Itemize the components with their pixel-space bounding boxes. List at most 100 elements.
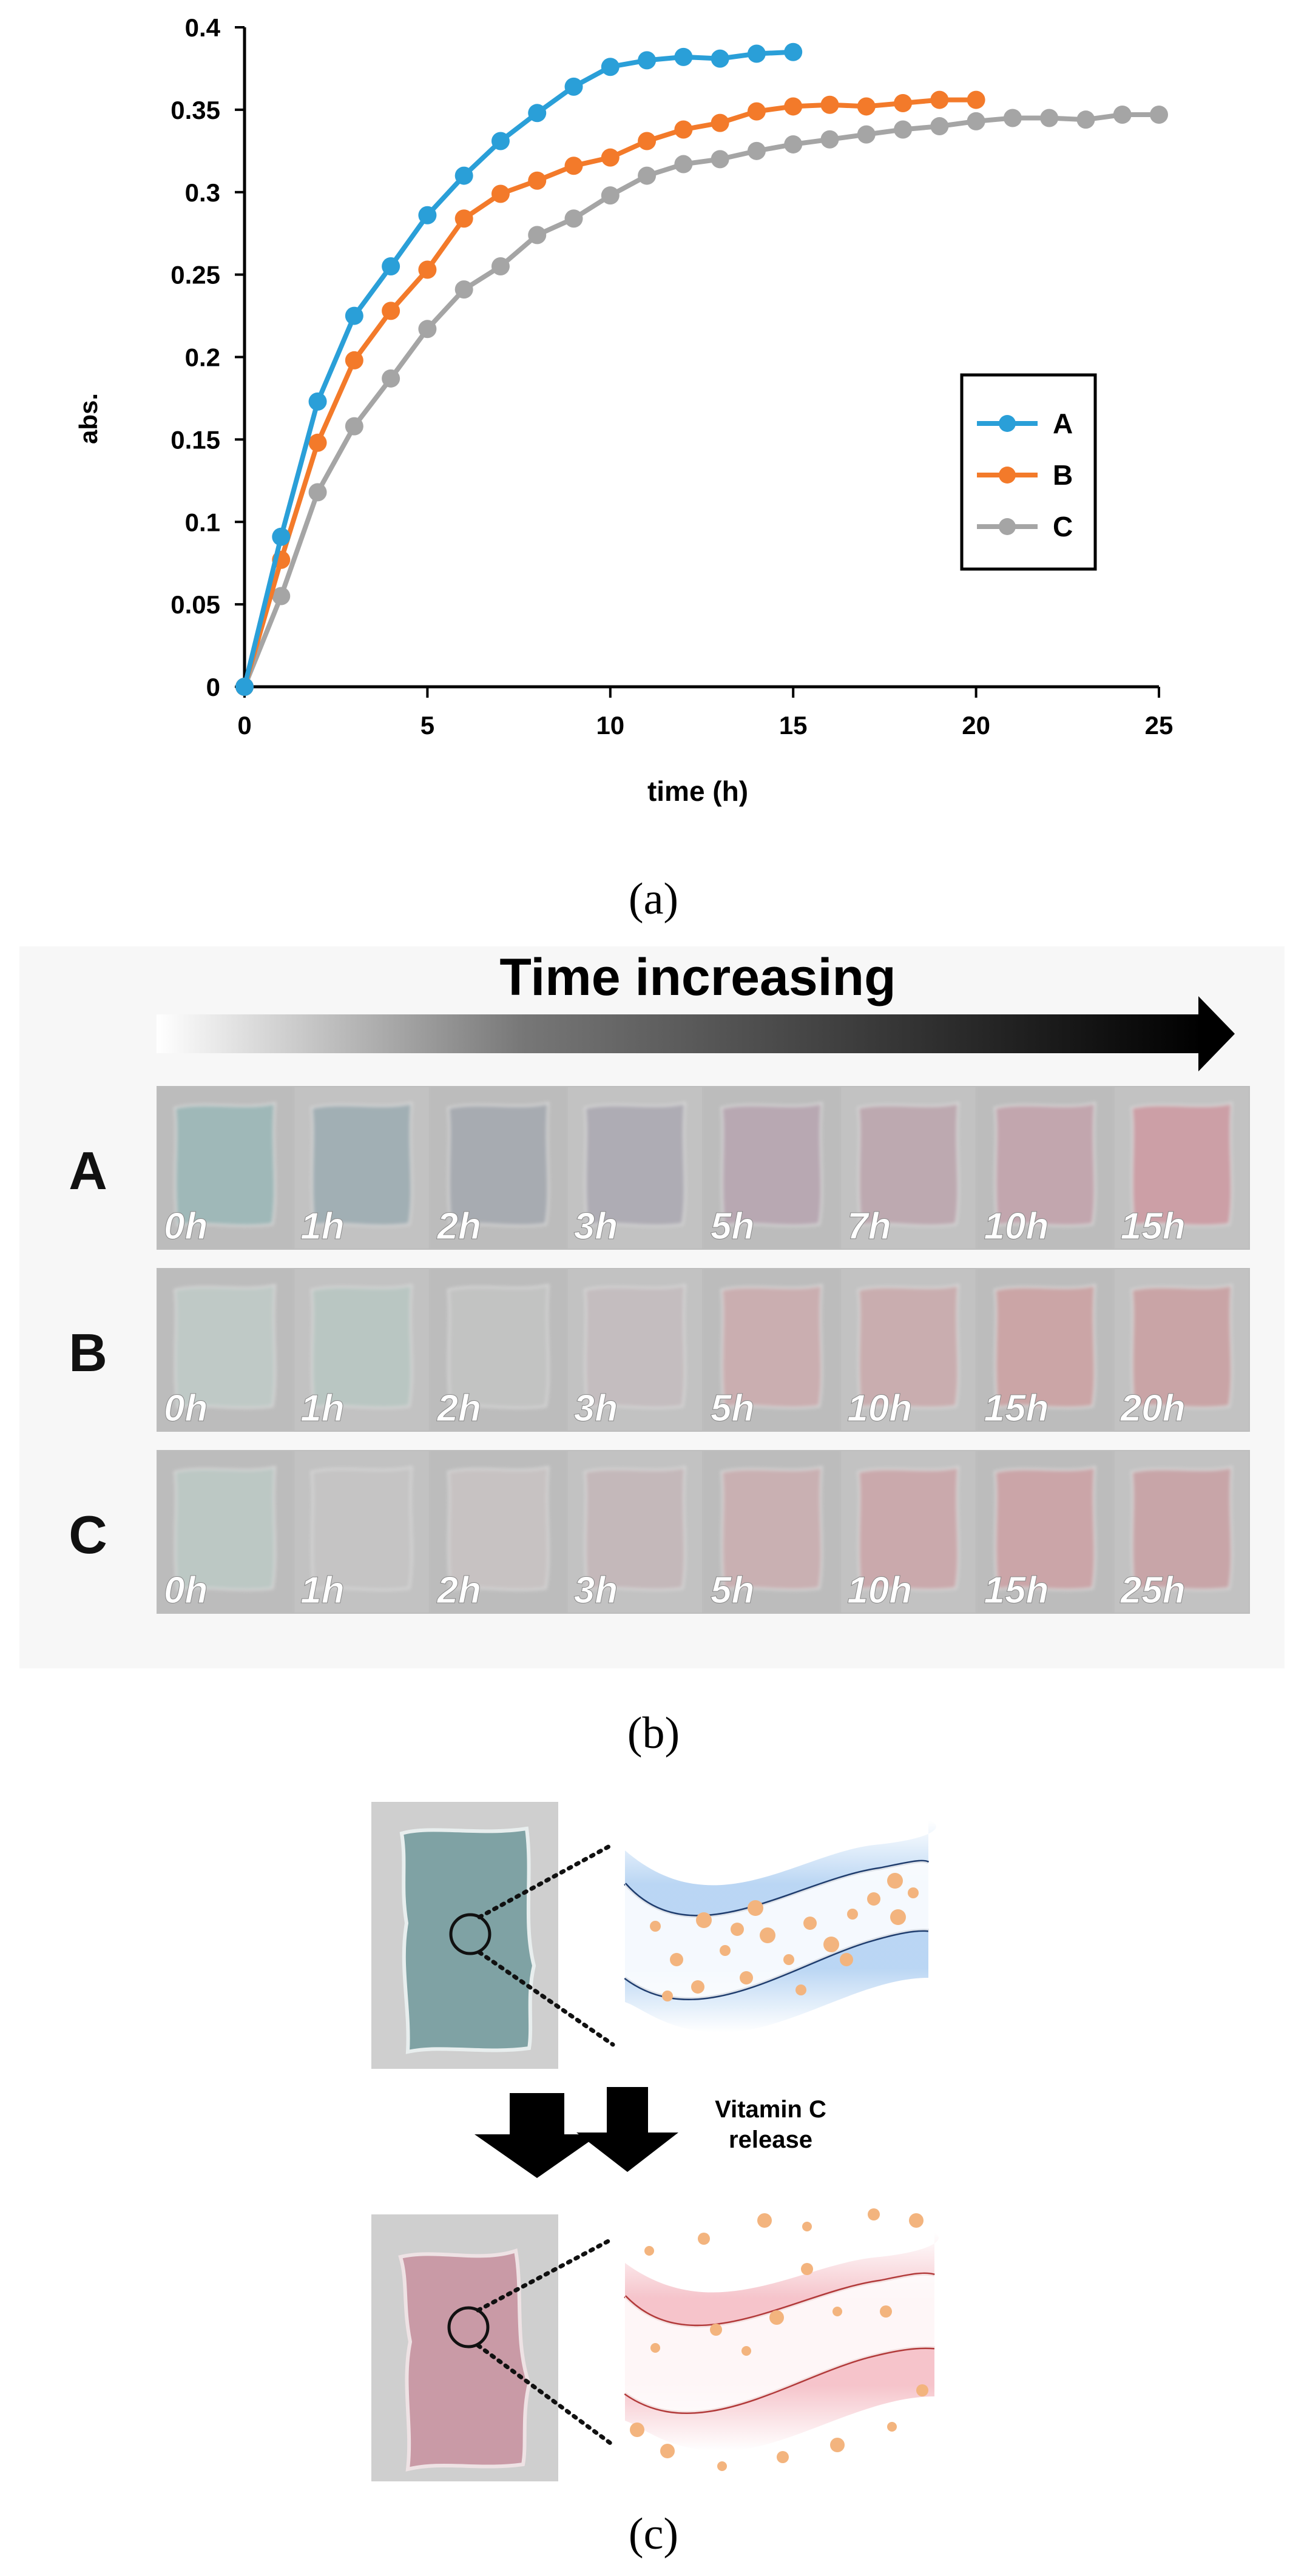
vitamin-c-particle: [880, 2305, 892, 2318]
fabric-sample: [174, 1102, 276, 1227]
data-point: [784, 42, 803, 61]
data-point: [820, 95, 839, 114]
before-release-group: [371, 1802, 937, 2069]
vitamin-c-particle: [731, 1923, 744, 1936]
time-label: 2h: [437, 1205, 481, 1247]
data-point: [528, 171, 547, 190]
vitamin-c-particle: [890, 1909, 906, 1925]
fabric-sample: [1130, 1102, 1233, 1227]
data-point: [711, 150, 729, 169]
after-release-group: [371, 2208, 939, 2481]
time-label: 10h: [847, 1387, 912, 1429]
vitamin-c-particle: [783, 1954, 794, 1965]
data-point: [382, 369, 400, 388]
photo-cell: 3h: [567, 1087, 702, 1249]
y-tick-label: 0.4: [185, 13, 221, 42]
vitamin-c-particle: [644, 2246, 654, 2256]
data-point: [711, 113, 729, 132]
release-label-line2: release: [729, 2126, 812, 2153]
fabric-sample: [993, 1466, 1096, 1591]
vitamin-c-particle: [909, 2213, 924, 2228]
data-point: [857, 97, 876, 116]
vitamin-c-particle: [802, 2222, 812, 2231]
vitamin-c-particle: [650, 1921, 661, 1932]
fabric-sample: [584, 1466, 686, 1591]
vitamin-c-particle: [757, 2213, 772, 2228]
photo-cell: 0h: [158, 1087, 292, 1249]
time-label: 2h: [437, 1570, 481, 1611]
vitamin-c-particle: [691, 1980, 704, 1994]
time-label: 10h: [847, 1570, 912, 1611]
legend-entry-b: B: [977, 459, 1073, 491]
data-point: [454, 166, 473, 185]
data-point: [418, 320, 437, 339]
time-label: 2h: [437, 1387, 481, 1429]
legend-entry-a: A: [977, 408, 1073, 439]
time-label: 5h: [711, 1570, 754, 1611]
photo-cell: 15h: [978, 1451, 1112, 1613]
fabric-sample: [1130, 1284, 1233, 1409]
photo-cell: 2h: [431, 1087, 566, 1249]
fabric-sample: [174, 1466, 276, 1591]
vitamin-c-particle: [908, 1887, 919, 1898]
data-point: [894, 94, 913, 113]
data-point: [564, 157, 583, 175]
fabric-sample: [447, 1466, 550, 1591]
x-tick-label: 15: [779, 711, 808, 740]
data-point: [1076, 110, 1095, 129]
fabric-sample: [857, 1102, 960, 1227]
fabric-sample: [720, 1284, 823, 1409]
vitamin-c-particle: [650, 2343, 660, 2353]
x-tick-label: 10: [596, 711, 624, 740]
vitamin-c-particle: [670, 1953, 683, 1966]
y-tick-label: 0.2: [185, 343, 220, 372]
time-label: 5h: [711, 1205, 754, 1247]
data-point: [272, 587, 291, 605]
vitamin-c-particle: [867, 1892, 880, 1906]
fabric-sample: [720, 1102, 823, 1227]
data-point: [491, 257, 510, 276]
data-point: [564, 209, 583, 228]
release-arrow: [576, 2087, 678, 2172]
after-film-sample: [398, 2248, 532, 2472]
data-point: [747, 44, 766, 63]
data-point: [930, 117, 949, 136]
series-b: [235, 90, 985, 696]
x-tick-label: 5: [420, 711, 434, 740]
photo-cell: 2h: [431, 1269, 566, 1431]
legend-entry-c: C: [977, 511, 1073, 542]
photo-cell: 3h: [567, 1451, 702, 1613]
photo-cell: 0h: [158, 1269, 292, 1431]
photo-cell: 10h: [841, 1269, 976, 1431]
fabric-sample: [174, 1284, 276, 1409]
fabric-sample: [993, 1284, 1096, 1409]
data-point: [967, 112, 985, 130]
photo-cell: 0h: [158, 1451, 292, 1613]
vitamin-c-particle: [740, 1971, 753, 1984]
data-point: [235, 678, 254, 696]
vitamin-c-particle: [720, 1945, 731, 1956]
release-label-line1: Vitamin C: [715, 2096, 826, 2123]
row-label: B: [69, 1323, 107, 1383]
vitamin-c-particle: [662, 1991, 673, 2001]
data-point: [601, 186, 620, 205]
data-point: [528, 104, 547, 123]
data-point: [1040, 109, 1059, 127]
time-label: 0h: [164, 1387, 208, 1429]
data-point: [418, 260, 437, 279]
photo-cell: 10h: [978, 1087, 1112, 1249]
x-axis-label: time (h): [647, 775, 748, 807]
data-point: [528, 226, 547, 244]
fabric-sample: [310, 1284, 413, 1409]
data-point: [601, 58, 620, 76]
y-axis-label: abs.: [74, 393, 103, 444]
data-point: [1003, 109, 1022, 127]
fabric-sample: [857, 1466, 960, 1591]
x-tick-label: 0: [237, 711, 251, 740]
strip-row-c: C 0h 1h 2h 3h 5h 10h 15h 25h: [69, 1450, 1250, 1614]
data-point: [308, 392, 327, 411]
time-series-photo-strip: Time increasing A 0h 1h 2h 3h 5h 7h 10h 15h B 0h 1h…: [19, 946, 1285, 1668]
data-point: [638, 51, 657, 70]
data-point: [418, 206, 437, 224]
fabric-sample: [720, 1466, 823, 1591]
